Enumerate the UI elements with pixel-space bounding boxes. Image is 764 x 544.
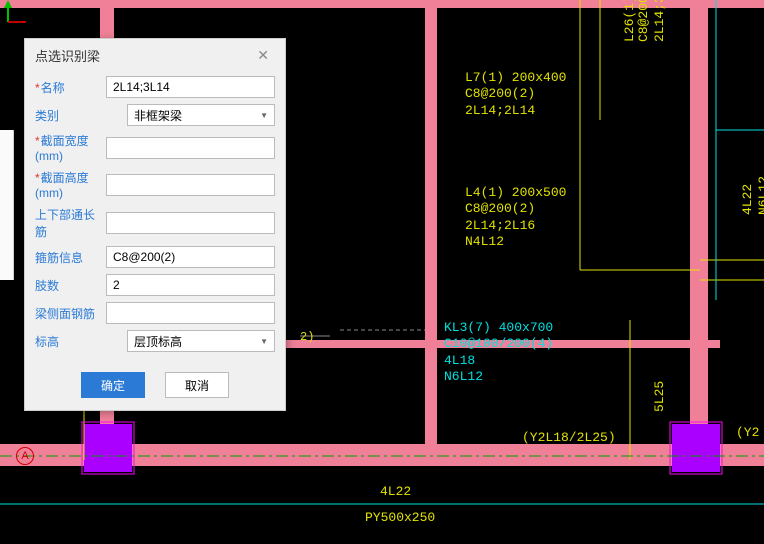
input-siderebar[interactable] (106, 302, 275, 324)
ruler-strip (0, 130, 14, 280)
axis-bubble-a: A (16, 447, 34, 465)
cad-text: L7(1) 200x400 C8@200(2) 2L14;2L14 (465, 70, 566, 119)
select-elevation[interactable]: 层顶标高 ▼ (127, 330, 275, 352)
cad-vtext: C8@200(2 (636, 0, 651, 42)
input-name[interactable] (106, 76, 275, 98)
cad-text: KL3(7) 400x700 C10@100/200(4) 4L18 N6L12 (444, 320, 553, 385)
cad-partial-text: 2) (300, 330, 314, 345)
dialog-body: 名称 类别 非框架梁 ▼ 截面宽度(mm) 截面高度(mm) 上下部通长筋 箍筋… (25, 72, 285, 366)
cad-vtext: L26(1) 20 (622, 0, 637, 42)
label-siderebar: 梁侧面钢筋 (35, 305, 106, 322)
input-stirrup[interactable] (106, 246, 275, 268)
cad-text: 4L22 (380, 484, 411, 500)
cad-vtext: 5L25 (652, 381, 667, 412)
cad-vtext: 2L14;3L14 (652, 0, 667, 42)
input-height[interactable] (106, 174, 275, 196)
chevron-down-icon: ▼ (260, 111, 268, 120)
dialog-title: 点选识别梁 (35, 46, 100, 65)
chevron-down-icon: ▼ (260, 337, 268, 346)
dialog-header: 点选识别梁 ✕ (25, 39, 285, 72)
close-icon[interactable]: ✕ (251, 45, 275, 66)
label-stirrup: 箍筋信息 (35, 249, 106, 266)
label-limbs: 肢数 (35, 277, 106, 294)
cad-text: (Y2L18/2L25) (522, 430, 616, 446)
cad-text: (Y2 (736, 425, 759, 441)
label-name: 名称 (35, 79, 106, 96)
ok-button[interactable]: 确定 (81, 372, 145, 398)
input-topbot[interactable] (106, 212, 275, 234)
input-width[interactable] (106, 137, 275, 159)
select-category[interactable]: 非框架梁 ▼ (127, 104, 275, 126)
cad-text: L4(1) 200x500 C8@200(2) 2L14;2L16 N4L12 (465, 185, 566, 250)
cad-vtext: N6L12 (756, 176, 764, 215)
cad-vtext: 4L22 (740, 184, 755, 215)
input-limbs[interactable] (106, 274, 275, 296)
dialog-footer: 确定 取消 (25, 366, 285, 410)
cad-text: PY500x250 (365, 510, 435, 526)
label-height: 截面高度(mm) (35, 169, 106, 200)
label-width: 截面宽度(mm) (35, 132, 106, 163)
label-topbot: 上下部通长筋 (35, 206, 106, 240)
beam-identify-dialog: 点选识别梁 ✕ 名称 类别 非框架梁 ▼ 截面宽度(mm) 截面高度(mm) 上… (24, 38, 286, 411)
cancel-button[interactable]: 取消 (165, 372, 229, 398)
label-category: 类别 (35, 107, 127, 124)
ucs-icon (0, 0, 28, 28)
label-elevation: 标高 (35, 333, 127, 350)
